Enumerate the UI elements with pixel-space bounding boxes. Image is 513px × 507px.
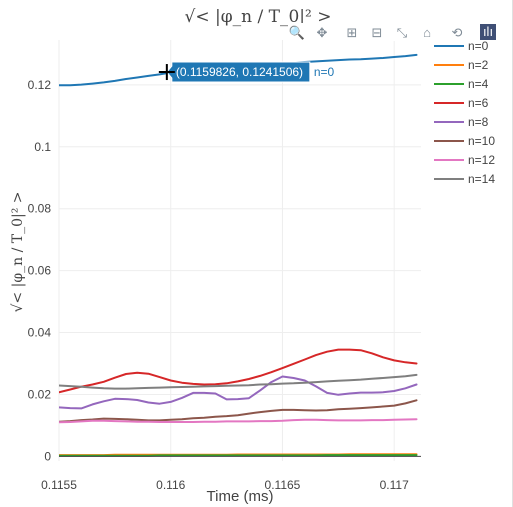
chart-title: √< |φ_n / T_0|² > <box>185 7 332 27</box>
y-tick-label: 0 <box>44 449 51 463</box>
series-line-n6 <box>59 348 418 394</box>
svg-text:🔍: 🔍 <box>289 24 305 40</box>
legend: n=0 n=2 n=4 n=6 n=8 n=10 n=12 n=14 <box>434 39 495 186</box>
svg-text:⊞: ⊞ <box>347 25 358 40</box>
series-line-n14 <box>59 373 418 390</box>
pan-icon[interactable]: ✥ <box>313 23 331 41</box>
y-tick-label: 0.04 <box>28 326 52 340</box>
y-tick-label: 0.06 <box>28 264 52 278</box>
legend-label: n=2 <box>468 58 489 72</box>
svg-text:⊟: ⊟ <box>372 25 383 40</box>
legend-label: n=12 <box>468 153 495 167</box>
crosshair-cursor-icon <box>158 64 175 81</box>
x-tick-label: 0.117 <box>380 478 409 492</box>
legend-item-n0[interactable]: n=0 <box>434 39 489 53</box>
legend-item-n2[interactable]: n=2 <box>434 58 489 72</box>
series-line-n12 <box>59 418 418 424</box>
hover-tooltip: (0.1159826, 0.1241506) n=0 <box>158 61 335 83</box>
x-tick-label: 0.1165 <box>265 478 301 492</box>
x-axis-ticks: 0.1155 0.116 0.1165 0.117 <box>41 478 409 492</box>
svg-text:⟲: ⟲ <box>452 25 463 40</box>
y-axis-ticks: 0 0.02 0.04 0.06 0.08 0.1 0.12 <box>28 78 52 463</box>
gridlines <box>58 40 421 461</box>
zoom-icon[interactable]: 🔍 <box>288 23 306 41</box>
hover-series-name: n=0 <box>314 65 335 79</box>
modebar: 🔍 ✥ ⊞ ⊟ ⤡ ⌂ ⟲ ılı <box>288 23 497 41</box>
svg-text:✥: ✥ <box>317 25 328 40</box>
autoscale-icon[interactable]: ⤡ <box>393 23 411 41</box>
legend-label: n=6 <box>468 96 489 110</box>
legend-item-n14[interactable]: n=14 <box>434 172 495 186</box>
svg-text:⤡: ⤡ <box>397 25 408 40</box>
svg-text:⌂: ⌂ <box>423 25 431 40</box>
legend-label: n=0 <box>468 39 489 53</box>
series-line-n4 <box>59 454 418 457</box>
zoom-out-icon[interactable]: ⊟ <box>368 23 386 41</box>
y-axis-title: √< |φ_n / T_0|² > <box>10 191 26 312</box>
zoom-in-icon[interactable]: ⊞ <box>343 23 361 41</box>
legend-label: n=14 <box>468 172 495 186</box>
reset-axes-icon[interactable]: ⌂ <box>418 23 436 41</box>
legend-item-n10[interactable]: n=10 <box>434 134 495 148</box>
legend-item-n6[interactable]: n=6 <box>434 96 489 110</box>
legend-label: n=10 <box>468 134 495 148</box>
y-tick-label: 0.02 <box>28 387 52 401</box>
plotly-logo-icon[interactable]: ılı <box>479 23 497 41</box>
x-axis-title: Time (ms) <box>207 488 274 505</box>
series-line-n8 <box>59 375 418 410</box>
x-tick-label: 0.1155 <box>41 478 77 492</box>
legend-label: n=4 <box>468 77 489 91</box>
legend-item-n4[interactable]: n=4 <box>434 77 489 91</box>
data-traces <box>59 53 418 457</box>
series-line-n10 <box>59 399 418 423</box>
y-tick-label: 0.08 <box>28 202 52 216</box>
y-tick-label: 0.12 <box>28 78 52 92</box>
toggle-spikes-icon[interactable]: ⟲ <box>448 23 466 41</box>
x-tick-label: 0.116 <box>156 478 185 492</box>
legend-item-n8[interactable]: n=8 <box>434 115 489 129</box>
y-tick-label: 0.1 <box>34 140 51 154</box>
hover-label-text: (0.1159826, 0.1241506) <box>176 65 303 79</box>
hover-label-box <box>166 61 311 83</box>
svg-text:ılı: ılı <box>483 24 493 39</box>
legend-item-n12[interactable]: n=12 <box>434 153 495 167</box>
legend-label: n=8 <box>468 115 489 129</box>
